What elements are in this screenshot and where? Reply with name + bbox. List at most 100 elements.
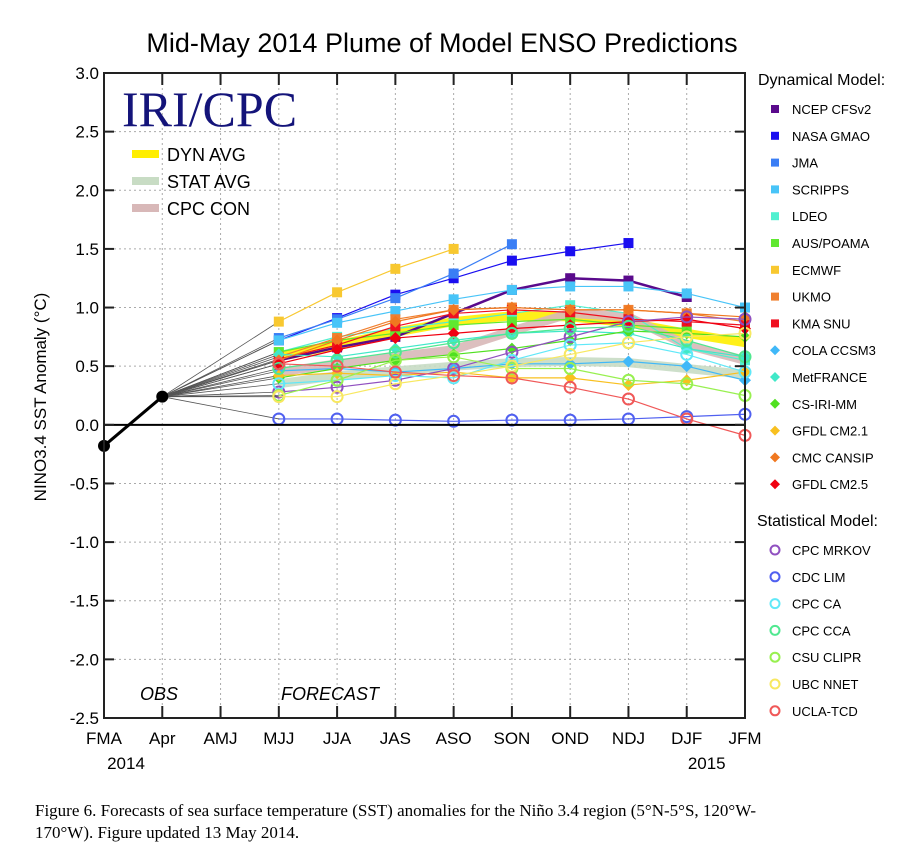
x-tick-label: DJF: [671, 729, 702, 748]
data-point-ecmwf: [390, 263, 401, 274]
y-tick-label: 3.0: [75, 64, 99, 83]
model-series-layer: [162, 238, 752, 442]
data-point-ecmwf: [273, 316, 284, 327]
average-legend-swatch: [132, 177, 159, 185]
legend-label: MetFRANCE: [792, 370, 867, 385]
iri-cpc-logo: IRI/CPC: [122, 81, 297, 137]
legend-label: CMC CANSIP: [792, 450, 874, 465]
y-tick-label: 0.0: [75, 416, 99, 435]
legend-marker-circle: [769, 544, 781, 556]
x-tick-label: Apr: [149, 729, 176, 748]
data-point-cpc-cca: [272, 362, 286, 376]
data-point-ucla-tcd: [621, 392, 635, 406]
data-point-csu-clipr: [563, 362, 577, 376]
legend-label: NCEP CFSv2: [792, 102, 871, 117]
obs-annotation: OBS: [140, 684, 178, 704]
average-legend-label: DYN AVG: [167, 145, 246, 165]
data-point-cpc-ca: [388, 369, 402, 383]
data-point-cpc-cca: [388, 345, 402, 359]
data-point-nasa-gmao: [565, 246, 576, 257]
legend-label: COLA CCSM3: [792, 343, 876, 358]
data-point-cola-ccsm3: [622, 355, 635, 368]
series-line-cpc-mrkov: [278, 316, 746, 393]
data-point-ucla-tcd: [505, 371, 519, 385]
data-point-ucla-tcd: [330, 359, 344, 373]
data-point-scripps: [623, 281, 634, 292]
figure-caption: Figure 6. Forecasts of sea surface tempe…: [35, 800, 865, 844]
x-tick-label: JJA: [323, 729, 352, 748]
data-point-jma: [506, 239, 517, 250]
data-point-csu-clipr: [330, 373, 344, 387]
data-point-scripps: [448, 294, 459, 305]
legend-marker-circle: [769, 678, 781, 690]
data-point-ubc-nnet: [272, 390, 286, 404]
connector-ucla-tcd: [162, 363, 279, 398]
data-point-csu-clipr: [447, 350, 461, 364]
data-point-ucla-tcd: [563, 380, 577, 394]
connector-cdc-lim: [162, 396, 279, 420]
data-point-jma: [390, 293, 401, 304]
data-point-cmc-cansip: [564, 303, 577, 316]
data-point-nasa-gmao: [623, 238, 634, 249]
dynamical-legend-title: Dynamical Model:: [758, 72, 885, 89]
connector-metfrance: [162, 354, 279, 398]
enso-plume-chart: Mid-May 2014 Plume of Model ENSO Predict…: [31, 28, 885, 773]
data-point-cpc-mrkov: [621, 315, 635, 329]
series-line-csu-clipr: [278, 356, 746, 397]
legend-label: NASA GMAO: [792, 129, 870, 144]
data-point-aus-poama: [448, 320, 459, 331]
legend-label: CSU CLIPR: [792, 650, 861, 665]
data-point-cmc-cansip: [389, 315, 402, 328]
legend-label: JMA: [792, 156, 818, 171]
legend-marker-circle: [769, 705, 781, 717]
data-point-ucla-tcd: [272, 357, 286, 371]
connector-scripps: [162, 340, 279, 398]
year-label: 2014: [107, 754, 145, 773]
data-point-csu-clipr: [680, 377, 694, 391]
legend-label: UBC NNET: [792, 677, 859, 692]
data-point-scripps: [681, 288, 692, 299]
data-point-cpc-ca: [563, 338, 577, 352]
data-point-scripps: [273, 335, 284, 346]
x-tick-label: JAS: [380, 729, 411, 748]
legend-marker-square: [771, 105, 779, 113]
data-point-scripps: [565, 281, 576, 292]
caption-line-1: Figure 6. Forecasts of sea surface tempe…: [35, 801, 756, 820]
x-tick-label: NDJ: [612, 729, 645, 748]
data-point-nasa-gmao: [506, 255, 517, 266]
connector-ecmwf: [162, 321, 280, 398]
legend-label: UKMO: [792, 290, 831, 305]
data-point-cola-ccsm3: [680, 360, 693, 373]
legend-marker-circle: [769, 624, 781, 636]
data-point-scripps: [390, 306, 401, 317]
legend-marker-square: [771, 212, 779, 221]
data-point-cpc-cca: [505, 326, 519, 340]
x-tick-label: FMA: [86, 729, 123, 748]
y-tick-label: -2.5: [70, 709, 99, 728]
x-tick-label: SON: [493, 729, 530, 748]
model-legend: Dynamical Model: NCEP CFSv2 NASA GMAO JMA SC…: [757, 72, 885, 719]
data-point-jma: [448, 268, 459, 279]
legend-label: LDEO: [792, 209, 827, 224]
data-point-ubc-nnet: [330, 390, 344, 404]
legend-label: AUS/POAMA: [792, 236, 870, 251]
connector-cmc-cansip: [162, 359, 279, 398]
data-point-ubc-nnet: [563, 347, 577, 361]
series-line-ubc-nnet: [278, 332, 746, 398]
x-tick-label: MJJ: [263, 729, 294, 748]
forecast-annotation: FORECAST: [281, 684, 381, 704]
legend-marker-circle: [769, 571, 781, 583]
legend-label: SCRIPPS: [792, 182, 849, 197]
legend-marker-diamond: [770, 479, 780, 490]
data-point-ubc-nnet: [680, 330, 694, 344]
data-point-cs-iri-mm: [505, 342, 518, 355]
series-line-cpc-cca: [278, 325, 746, 370]
caption-line-2: 170°W). Figure updated 13 May 2014.: [35, 823, 300, 842]
legend-marker-square: [771, 185, 779, 194]
y-tick-label: 2.0: [75, 181, 99, 200]
data-point-ucla-tcd: [447, 369, 461, 383]
legend-marker-diamond: [770, 372, 780, 382]
series-line-ecmwf: [278, 248, 454, 323]
data-point-cpc-cca: [621, 319, 635, 333]
legend-label: GFDL CM2.5: [792, 477, 868, 492]
